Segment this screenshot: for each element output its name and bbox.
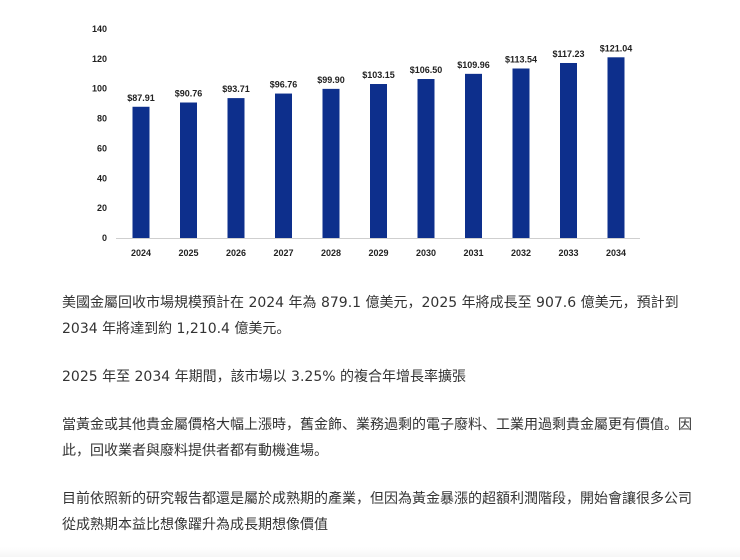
data-label-2027: $96.76 <box>270 80 298 90</box>
article-body: 美國金屬回收市場規模預計在 2024 年為 879.1 億美元，2025 年將成… <box>62 290 702 560</box>
data-label-2030: $106.50 <box>410 65 443 75</box>
y-tick-label: 20 <box>97 203 107 213</box>
data-label-2033: $117.23 <box>552 49 584 59</box>
y-tick-label: 40 <box>97 173 107 183</box>
x-tick-label-2031: 2031 <box>463 248 483 258</box>
x-tick-label-2029: 2029 <box>368 248 388 258</box>
article-paragraph-precious-metals: 當黃金或其他貴金屬價格大幅上漲時，舊金飾、業務過剩的電子廢料、工業用過剩貴金屬更… <box>62 417 692 459</box>
x-tick-label-2032: 2032 <box>511 248 531 258</box>
data-label-2025: $90.76 <box>175 89 203 99</box>
bar-2030 <box>417 79 435 238</box>
article-paragraph-market-size: 美國金屬回收市場規模預計在 2024 年為 879.1 億美元，2025 年將成… <box>62 295 679 337</box>
data-label-2031: $109.96 <box>457 60 490 70</box>
data-label-2034: $121.04 <box>600 43 633 53</box>
x-tick-label-2027: 2027 <box>273 248 293 258</box>
y-tick-label: 60 <box>97 143 107 153</box>
bar-2031 <box>465 73 482 238</box>
bar-2026 <box>227 98 245 238</box>
bar-2027 <box>275 93 292 238</box>
x-tick-label-2033: 2033 <box>558 248 578 258</box>
y-tick-label: 140 <box>92 24 107 34</box>
y-tick-label: 120 <box>92 54 107 64</box>
bar-chart: 0 20 40 60 80 100 120 140 $87.91 2024 $90.76 2025 $9… <box>92 24 640 258</box>
article-paragraph-cagr: 2025 年至 2034 年期間，該市場以 3.25% 的複合年增長率擴張 <box>62 369 466 385</box>
y-tick-label: 0 <box>102 233 107 243</box>
bar-2032 <box>512 68 530 238</box>
bar-2025 <box>180 102 197 238</box>
x-tick-label-2026: 2026 <box>226 248 246 258</box>
x-tick-label-2034: 2034 <box>606 248 626 258</box>
article-paragraph-growth-outlook: 目前依照新的研究報告都還是屬於成熟期的產業，但因為黃金暴漲的超額利潤階段，開始會… <box>62 491 692 533</box>
data-label-2026: $93.71 <box>222 84 250 94</box>
bar-2024 <box>132 106 150 238</box>
x-tick-label-2030: 2030 <box>416 248 436 258</box>
data-label-2024: $87.91 <box>127 93 155 103</box>
y-tick-label: 80 <box>97 114 107 124</box>
bar-2029 <box>370 84 387 239</box>
x-tick-label-2025: 2025 <box>178 248 198 258</box>
x-tick-label-2024: 2024 <box>131 248 151 258</box>
data-label-2028: $99.90 <box>317 75 345 85</box>
bar-2034 <box>607 57 625 239</box>
bar-2033 <box>560 62 577 238</box>
data-label-2029: $103.15 <box>362 70 395 80</box>
x-tick-label-2028: 2028 <box>321 248 341 258</box>
bar-2028 <box>322 88 340 238</box>
y-tick-label: 100 <box>92 84 107 94</box>
data-label-2032: $113.54 <box>505 55 537 65</box>
bottom-fade <box>0 547 740 557</box>
